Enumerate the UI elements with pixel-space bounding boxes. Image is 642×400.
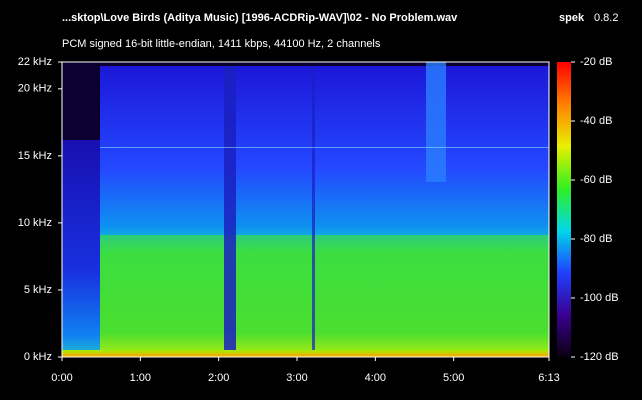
- y-tick-label: 10 kHz: [18, 217, 52, 229]
- x-tick-label: 1:00: [130, 372, 151, 384]
- x-tick-label: 3:00: [286, 372, 307, 384]
- y-tick-label: 15 kHz: [18, 150, 52, 162]
- x-tick-label: 6:13: [538, 372, 559, 384]
- subtitle: PCM signed 16-bit little-endian, 1411 kb…: [62, 38, 381, 50]
- colorbar-tick-label: -80 dB: [580, 233, 612, 245]
- colorbar-tick-label: -60 dB: [580, 174, 612, 186]
- colorbar-tick-label: -120 dB: [580, 351, 619, 363]
- y-tick-label: 22 kHz: [18, 56, 52, 68]
- colorbar: [557, 62, 571, 357]
- x-tick-label: 2:00: [208, 372, 229, 384]
- y-tick-label: 5 kHz: [24, 284, 52, 296]
- colorbar-tick-label: -40 dB: [580, 115, 612, 127]
- plot-frame: [61, 61, 550, 358]
- colorbar-tick-label: -20 dB: [580, 56, 612, 68]
- x-tick-label: 4:00: [365, 372, 386, 384]
- y-tick-label: 20 kHz: [18, 83, 52, 95]
- y-tick-label: 0 kHz: [24, 351, 52, 363]
- app-name: spek: [559, 12, 585, 24]
- colorbar-tick-label: -100 dB: [580, 292, 619, 304]
- file-title: ...sktop\Love Birds (Aditya Music) [1996…: [62, 12, 458, 24]
- x-tick-label: 0:00: [51, 372, 72, 384]
- x-tick-label: 5:00: [443, 372, 464, 384]
- app-version: 0.8.2: [594, 12, 618, 24]
- spectrogram: [62, 62, 549, 357]
